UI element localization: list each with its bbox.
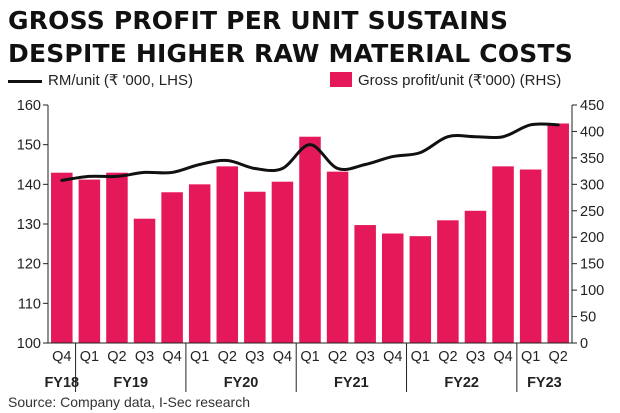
chart-title: GROSS PROFIT PER UNIT SUSTAINS DESPITE H… — [8, 4, 573, 70]
x-tick-label-quarter: Q1 — [190, 349, 209, 365]
x-tick-label-quarter: Q4 — [162, 349, 181, 365]
bar-gross-profit — [188, 184, 211, 343]
y-tick-label-left: 150 — [17, 138, 41, 154]
legend-rm-label: RM/unit (₹ '000, LHS) — [48, 72, 193, 89]
bar-gross-profit — [78, 179, 101, 343]
x-label-fiscal-year: FY20 — [224, 375, 259, 391]
bar-gross-profit — [216, 166, 239, 343]
x-tick-label-quarter: Q2 — [438, 349, 457, 365]
y-tick-label-left: 140 — [17, 177, 41, 193]
x-label-fiscal-year: FY18 — [44, 375, 79, 391]
bar-gross-profit — [409, 236, 432, 343]
x-tick-label-quarter: Q2 — [549, 349, 568, 365]
y-tick-label-right: 250 — [580, 204, 604, 220]
y-tick-label-left: 110 — [18, 296, 41, 312]
x-tick-label-quarter: Q3 — [355, 349, 374, 365]
x-tick-label-quarter: Q3 — [245, 349, 264, 365]
y-tick-label-left: 130 — [17, 217, 41, 233]
bar-gross-profit — [271, 181, 294, 343]
y-tick-label-left: 100 — [17, 336, 41, 352]
x-tick-label-quarter: Q4 — [383, 349, 402, 365]
y-tick-label-right: 100 — [580, 283, 604, 299]
y-tick-label-left: 160 — [17, 98, 41, 114]
y-tick-label-right: 300 — [580, 177, 604, 193]
x-tick-label-quarter: Q4 — [273, 349, 292, 365]
y-tick-label-right: 350 — [580, 151, 604, 167]
legend-line-swatch — [8, 79, 42, 83]
y-tick-label-right: 400 — [580, 124, 604, 140]
x-tick-label-quarter: Q1 — [411, 349, 430, 365]
legend-gp: Gross profit/unit (₹'000) (RHS) — [330, 71, 561, 89]
bar-gross-profit — [437, 220, 459, 343]
bar-gross-profit — [244, 191, 266, 343]
x-tick-label-quarter: Q3 — [135, 349, 154, 365]
x-label-fiscal-year: FY19 — [113, 375, 148, 391]
x-label-fiscal-year: FY23 — [527, 375, 562, 391]
legend-bar-swatch — [330, 72, 352, 87]
chart-title-line2: DESPITE HIGHER RAW MATERIAL COSTS — [8, 39, 573, 68]
x-label-fiscal-year: FY21 — [334, 375, 369, 391]
x-label-fiscal-year: FY22 — [444, 375, 479, 391]
bar-gross-profit — [161, 192, 183, 343]
x-tick-label-quarter: Q2 — [328, 349, 347, 365]
source-note: Source: Company data, I-Sec research — [8, 394, 251, 410]
bar-gross-profit — [547, 123, 569, 343]
bar-gross-profit — [381, 233, 404, 343]
x-tick-label-quarter: Q3 — [466, 349, 485, 365]
y-tick-label-right: 200 — [580, 230, 604, 246]
y-tick-label-right: 450 — [580, 98, 604, 114]
y-tick-label-right: 50 — [580, 310, 596, 326]
y-tick-label-right: 150 — [580, 257, 604, 273]
x-tick-label-quarter: Q4 — [52, 349, 71, 365]
y-tick-label-left: 120 — [17, 257, 41, 273]
x-tick-label-quarter: Q1 — [300, 349, 319, 365]
x-tick-label-quarter: Q4 — [493, 349, 512, 365]
bar-gross-profit — [106, 172, 128, 343]
bar-gross-profit — [519, 169, 542, 343]
bar-gross-profit — [133, 218, 156, 343]
x-tick-label-quarter: Q2 — [218, 349, 237, 365]
bar-gross-profit — [492, 166, 514, 343]
line-rm-per-unit — [60, 122, 560, 182]
bar-gross-profit — [464, 210, 487, 343]
y-tick-label-right: 0 — [580, 336, 588, 352]
legend-gp-label: Gross profit/unit (₹'000) (RHS) — [358, 72, 562, 89]
bar-gross-profit — [326, 171, 349, 343]
bar-gross-profit — [299, 136, 321, 343]
bar-gross-profit — [354, 225, 376, 343]
legend-rm: RM/unit (₹ '000, LHS) — [8, 71, 193, 89]
chart-title-line1: GROSS PROFIT PER UNIT SUSTAINS — [8, 6, 509, 35]
x-tick-label-quarter: Q1 — [521, 349, 540, 365]
bar-gross-profit — [51, 172, 73, 343]
x-tick-label-quarter: Q1 — [80, 349, 99, 365]
x-tick-label-quarter: Q2 — [107, 349, 126, 365]
